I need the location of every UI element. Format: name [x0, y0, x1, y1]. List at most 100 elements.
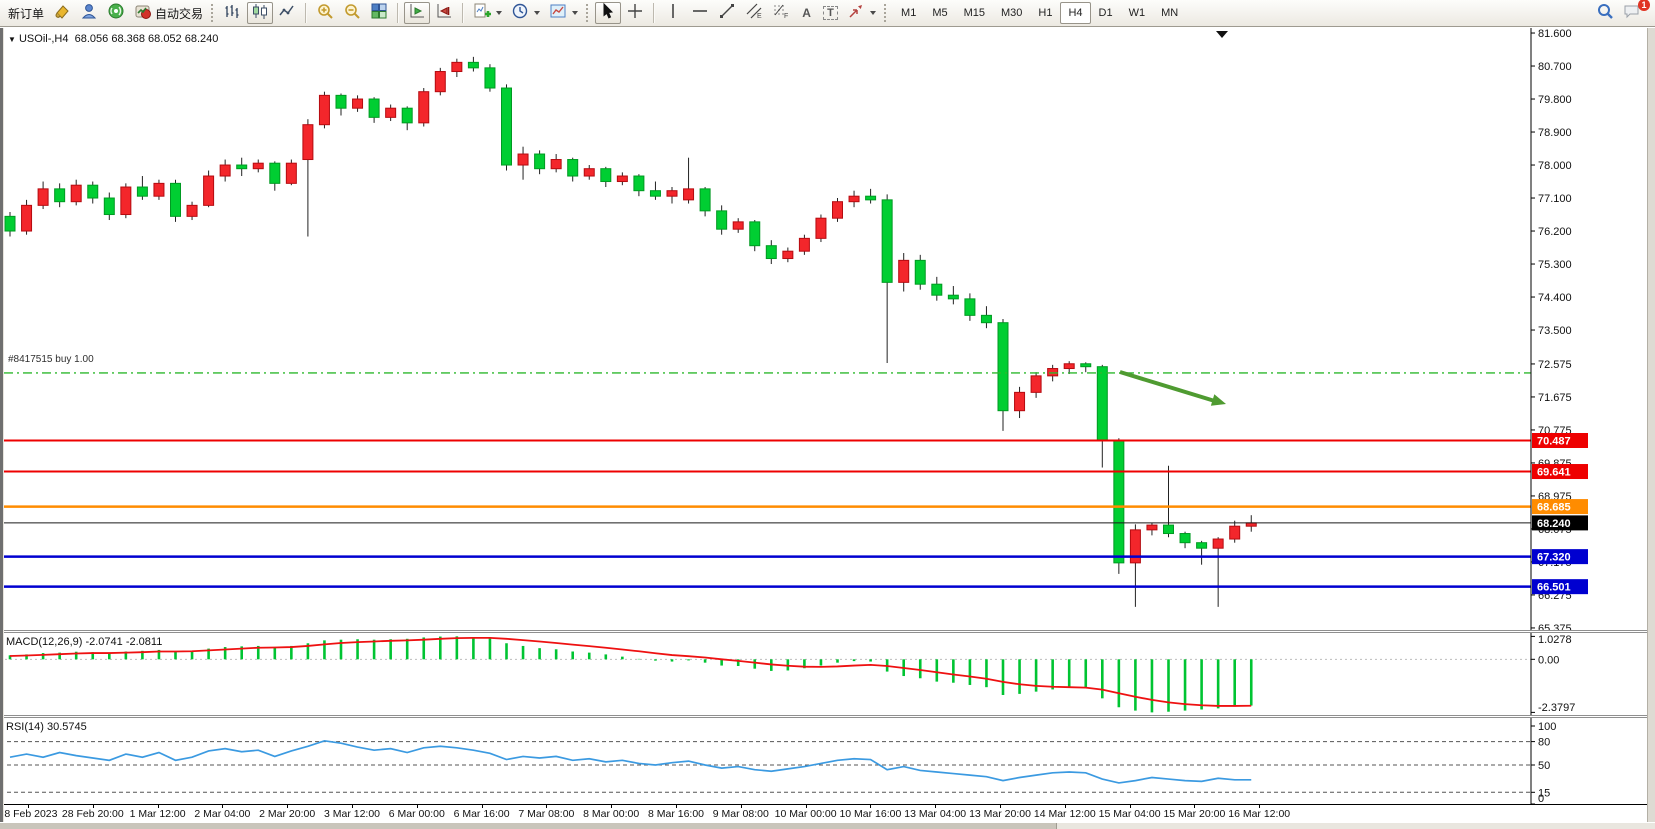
- arrows-tool-button[interactable]: [843, 2, 880, 24]
- timeframe-h1-button[interactable]: H1: [1038, 7, 1053, 19]
- search-button[interactable]: [1592, 2, 1618, 24]
- toolbar-grip[interactable]: [211, 4, 216, 22]
- candle-bearish: [4, 215, 16, 232]
- equidistant-channel-tool-button[interactable]: E: [741, 2, 767, 24]
- auto-trading-label: 自动交易: [155, 6, 204, 21]
- macd-indicator-canvas[interactable]: 1.0278 0.00 -2.3797: [0, 633, 1655, 715]
- date-axis-tick: [1064, 805, 1066, 808]
- text-label-tool-button[interactable]: T: [819, 2, 842, 24]
- toolbar-grip[interactable]: [884, 4, 889, 22]
- date-axis-label: 28 Feb 20:00: [61, 808, 124, 820]
- candle-bullish: [583, 168, 595, 177]
- price-badge: [1532, 464, 1588, 480]
- candle-bullish: [418, 91, 430, 124]
- date-axis-tick: [676, 805, 677, 808]
- horizontal-line-tool-button[interactable]: [687, 2, 713, 24]
- candle-bearish: [964, 298, 976, 316]
- price-axis-label: 76.200: [1538, 226, 1572, 238]
- timeframe-d1-button[interactable]: D1: [1098, 7, 1113, 19]
- sound-button[interactable]: [103, 2, 129, 24]
- candle-bullish: [385, 107, 397, 118]
- candle-bullish: [517, 153, 529, 166]
- date-axis[interactable]: 28 Feb 2023 28 Feb 20:00 1 Mar 12:00 2 Mar …: [0, 804, 1655, 823]
- toolbar-grip[interactable]: [586, 4, 591, 22]
- add-indicator-button[interactable]: [469, 2, 506, 24]
- candle-bullish: [898, 259, 910, 283]
- vertical-line-icon: [664, 2, 682, 25]
- rsi-axis-label: 15: [1538, 787, 1550, 799]
- templates-button[interactable]: [545, 2, 582, 24]
- date-axis-tick: [481, 805, 483, 808]
- panel-separator[interactable]: [0, 630, 1655, 633]
- text-tool-button[interactable]: A: [795, 2, 818, 24]
- date-axis-label: 8 Mar 16:00: [647, 808, 705, 820]
- auto-trading-icon: [134, 2, 152, 25]
- toolbar: 新订单 自动交易: [0, 0, 1655, 27]
- timeframe-m30-button[interactable]: M30: [1001, 7, 1023, 19]
- rsi-indicator-canvas[interactable]: 100 80 50 150: [0, 718, 1655, 804]
- vertical-line-tool-button[interactable]: [660, 2, 686, 24]
- timeframe-m5-button[interactable]: M5: [932, 7, 948, 19]
- candle-bullish: [37, 188, 49, 206]
- price-axis-label: 73.500: [1538, 325, 1572, 337]
- chart-shift-icon: [435, 2, 453, 25]
- timeframe-m1-button[interactable]: M1: [901, 7, 917, 19]
- candle-bearish: [170, 182, 181, 217]
- crosshair-tool-button[interactable]: [622, 2, 648, 24]
- notifications-button[interactable]: 1: [1619, 0, 1650, 24]
- candlestick-mode-button[interactable]: [247, 2, 274, 24]
- periods-button[interactable]: [507, 2, 544, 24]
- candle-bullish: [120, 186, 132, 216]
- candle-bearish: [501, 87, 512, 166]
- profile-button[interactable]: [76, 2, 102, 24]
- auto-scroll-button[interactable]: [404, 2, 431, 24]
- channel-icon: E: [745, 2, 763, 25]
- macd-indicator-label: MACD(12,26,9) -2.0741 -2.0811: [6, 636, 163, 648]
- timeframe-h4-button[interactable]: H4: [1060, 2, 1091, 24]
- candle-bearish: [931, 283, 943, 296]
- zoom-in-button[interactable]: [312, 2, 338, 24]
- trend-arrow-annotation[interactable]: [1119, 370, 1219, 404]
- timeframe-m15-button[interactable]: M15: [963, 7, 985, 19]
- candle-bullish: [1014, 391, 1026, 412]
- candle-bearish: [1080, 363, 1092, 368]
- candle-bullish: [285, 162, 297, 184]
- chart-shift-marker-icon[interactable]: [1216, 31, 1228, 38]
- price-axis-label: 74.400: [1538, 292, 1572, 304]
- main-chart-canvas[interactable]: 81.600 80.700 79.800 78.900 78.000 77.100 76.2…: [0, 28, 1655, 630]
- candle-bullish: [302, 124, 314, 161]
- panel-separator[interactable]: [0, 715, 1655, 718]
- chart-title-collapse-icon[interactable]: ▼: [8, 35, 16, 44]
- styles-button[interactable]: [49, 2, 75, 24]
- trendline-tool-button[interactable]: [714, 2, 740, 24]
- horizontal-line-icon: [691, 2, 709, 25]
- cursor-tool-button[interactable]: [595, 2, 622, 24]
- bar-chart-mode-button[interactable]: [220, 2, 246, 24]
- horizontal-scrollbar[interactable]: [0, 822, 1655, 829]
- timeframe-mn-button[interactable]: MN: [1161, 7, 1179, 19]
- timeframe-w1-button[interactable]: W1: [1128, 7, 1146, 19]
- candle-bearish: [914, 259, 926, 285]
- candle-bearish: [765, 245, 777, 260]
- tile-windows-button[interactable]: [366, 2, 392, 24]
- chart-shift-button[interactable]: [431, 2, 457, 24]
- arrows-shapes-icon: [847, 2, 865, 25]
- candle-bullish: [616, 175, 628, 183]
- new-order-button[interactable]: 新订单: [4, 2, 48, 24]
- date-axis-label: 10 Mar 00:00: [774, 808, 837, 820]
- candle-bearish: [633, 175, 645, 192]
- search-icon: [1596, 2, 1614, 25]
- window-right-strip: [1647, 28, 1655, 822]
- scrollbar-handle[interactable]: [0, 823, 1057, 829]
- open-order-label: #8417515 buy 1.00: [8, 354, 94, 365]
- price-axis-label: 81.600: [1538, 28, 1572, 40]
- fibonacci-tool-button[interactable]: F: [768, 2, 794, 24]
- auto-trading-button[interactable]: 自动交易: [130, 2, 207, 24]
- bar-chart-icon: [224, 2, 242, 25]
- zoom-out-button[interactable]: [339, 2, 365, 24]
- candle-bearish: [54, 188, 66, 203]
- date-axis-label: 7 Mar 08:00: [518, 808, 575, 820]
- line-chart-mode-button[interactable]: [274, 2, 300, 24]
- notification-count-badge: 1: [1638, 0, 1650, 11]
